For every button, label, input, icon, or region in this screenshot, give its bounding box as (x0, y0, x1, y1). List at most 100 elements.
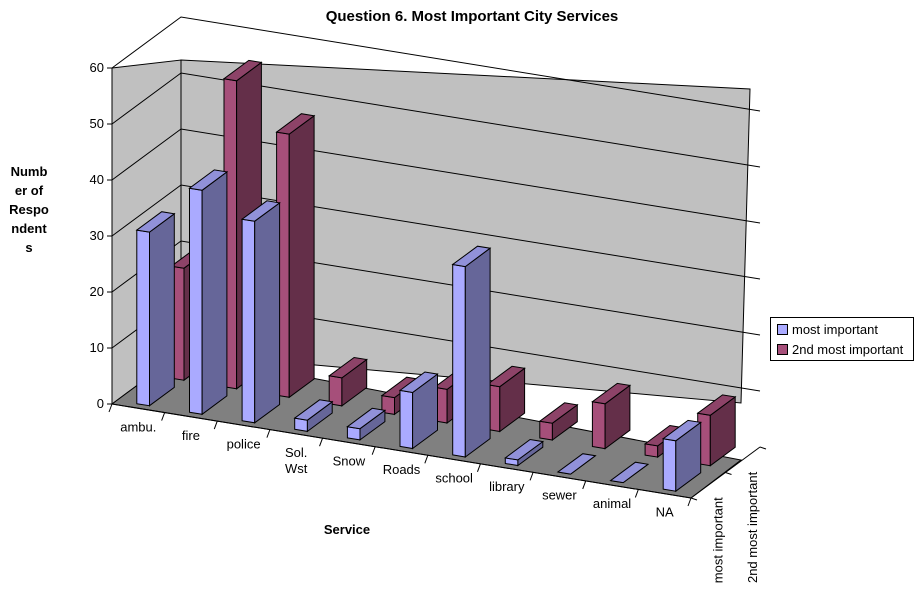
bar-most-important (398, 371, 439, 450)
x-tick-mark (476, 463, 481, 472)
x-tick-label: fire (182, 428, 200, 443)
x-tick-mark (529, 472, 534, 481)
x-tick-mark (687, 497, 692, 507)
bar-most-important (135, 211, 176, 407)
x-tick-label: police (227, 436, 261, 451)
x-tick-mark (634, 489, 639, 498)
bar-top-face (188, 169, 229, 191)
x-tick-label: animal (593, 496, 631, 511)
gridline (111, 128, 761, 224)
bar-top-face (504, 438, 545, 461)
gridline (111, 72, 761, 168)
gridline (111, 184, 761, 280)
bar-2nd-most-important (591, 382, 632, 450)
x-axis-title: Service (324, 522, 370, 537)
gridline (111, 16, 761, 112)
x-tick-label: NA (656, 505, 674, 520)
y-tick-label: 40 (90, 172, 104, 187)
bar-top-face (591, 382, 632, 405)
x-tick-label: school (435, 471, 473, 486)
bar-side-face (201, 170, 228, 416)
bar-top-face (696, 394, 737, 416)
x-tick-mark (319, 438, 324, 447)
bar-top-face (327, 356, 368, 379)
y-tick-label: 0 (97, 396, 104, 411)
bar-2nd-most-important (538, 402, 579, 441)
legend-swatch-2nd-most-important (777, 344, 788, 355)
x-axis: ambu. fire police Sol. Wst Snow Roads school lib… (108, 403, 692, 520)
bar-top-face (346, 407, 387, 430)
bar-front-face (591, 401, 606, 450)
bar-top-face (398, 371, 439, 394)
depth-tick-label: 2nd most important (745, 471, 760, 583)
bar-top-face (293, 399, 334, 421)
bar-top-face (556, 453, 597, 475)
depth-tick-mark (725, 472, 732, 475)
bar-top-face (135, 211, 176, 233)
legend-label-most-important: most important (792, 322, 878, 337)
bar-side-face (464, 247, 491, 458)
bar-most-important (240, 200, 281, 424)
bar-2nd-most-important (275, 113, 316, 399)
bar-most-important (661, 419, 702, 493)
bar-top-face (485, 365, 526, 388)
bar-top-face (451, 245, 492, 268)
x-tick-mark (108, 403, 113, 413)
bar-front-face (189, 187, 203, 415)
depth-tick-label: most important (710, 497, 725, 583)
bar-2nd-most-important (696, 394, 737, 467)
bar-front-face (399, 389, 414, 450)
x-tick-mark (424, 455, 429, 464)
bar-front-face (452, 263, 466, 458)
bar-top-face (661, 419, 702, 442)
x-tick-label: ambu. (120, 419, 156, 434)
bar-top-face (538, 402, 579, 424)
y-tick-label: 60 (90, 60, 104, 75)
legend-item-2nd-most-important: 2nd most important (777, 342, 903, 357)
bar-most-important (556, 453, 597, 475)
bar-front-face (241, 218, 256, 424)
bars (135, 59, 737, 493)
bar-most-important (346, 407, 387, 441)
x-tick-mark (582, 480, 587, 490)
x-tick-label: Sol. Wst (285, 445, 308, 476)
bar-side-face (149, 212, 175, 407)
legend-item-most-important: most important (777, 322, 878, 337)
depth-axis: most important 2nd most important (690, 446, 767, 583)
bar-top-face (609, 461, 650, 484)
bar-most-important (504, 438, 545, 467)
legend: most important 2nd most important (770, 317, 914, 361)
bar-most-important (451, 245, 492, 458)
bar-2nd-most-important (327, 356, 368, 407)
x-axis-line (111, 403, 692, 499)
x-tick-mark (161, 412, 166, 421)
gridline (111, 240, 761, 336)
x-tick-label: Roads (383, 462, 421, 477)
x-tick-label: Snow (333, 453, 366, 468)
bar-most-important (293, 399, 334, 433)
depth-tick-mark (690, 497, 698, 501)
x-tick-label: sewer (542, 488, 577, 503)
y-tick-label: 10 (90, 340, 104, 355)
bar-top-face (275, 113, 316, 135)
legend-label-2nd-most-important: 2nd most important (792, 342, 904, 357)
y-tick-label: 30 (90, 228, 104, 243)
bar-side-face (288, 114, 315, 399)
bar-most-important (609, 461, 650, 484)
bar-front-face (539, 420, 553, 441)
legend-swatch-most-important (777, 324, 788, 335)
y-axis: 0 10 20 30 40 50 60 (90, 60, 113, 411)
chart-title: Question 6. Most Important City Services (326, 8, 619, 25)
bar-top-face (222, 59, 263, 82)
bar-most-important (188, 169, 229, 416)
bar-top-face (240, 200, 281, 222)
x-tick-mark (266, 429, 271, 438)
x-tick-mark (213, 420, 218, 430)
x-tick-label: library (489, 479, 525, 494)
depth-tick-mark (759, 446, 767, 450)
bar-front-face (136, 229, 150, 407)
y-axis-title: Numb er of Respo ndent s (9, 164, 49, 255)
bar-front-face (662, 438, 677, 492)
y-tick-label: 50 (90, 116, 104, 131)
